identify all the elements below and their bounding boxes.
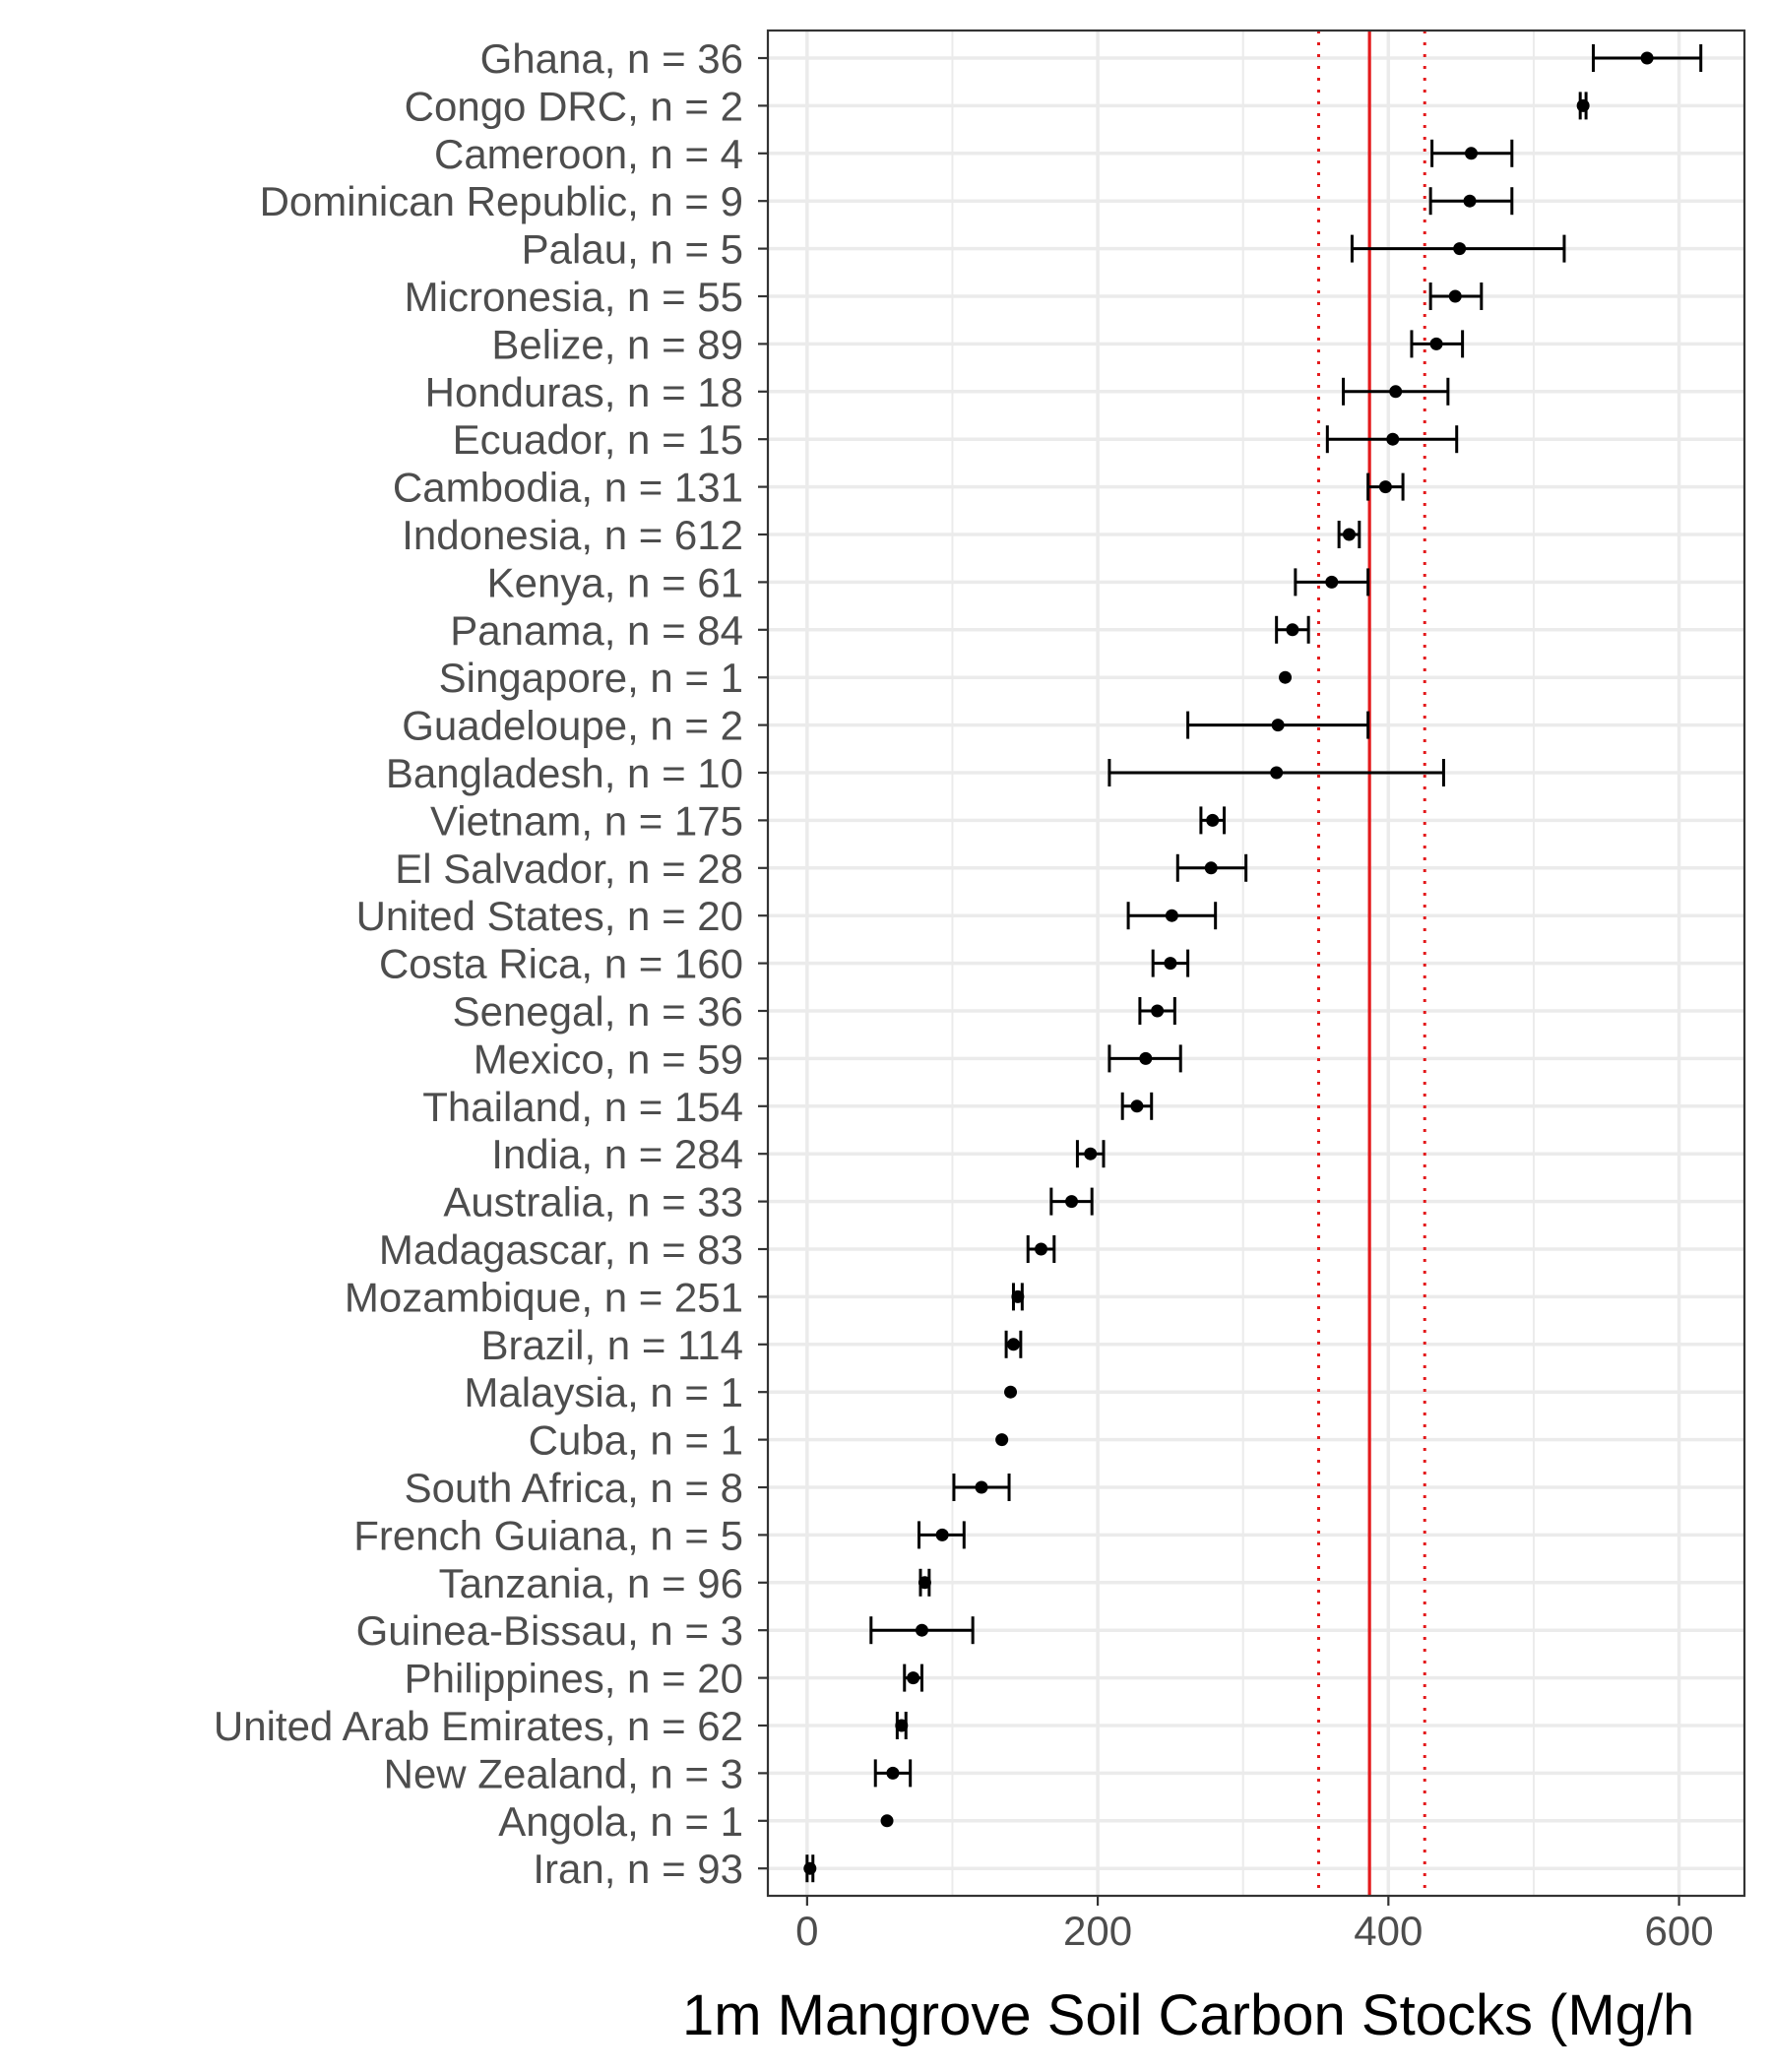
mean-point [803, 1861, 817, 1875]
y-tick-label: El Salvador, n = 28 [395, 846, 743, 892]
x-tick-label: 200 [1063, 1908, 1132, 1954]
mean-point [1151, 1004, 1165, 1018]
mean-point [1271, 719, 1285, 732]
mean-point [1640, 51, 1654, 65]
mean-point [1325, 575, 1339, 589]
x-axis-title: 1m Mangrove Soil Carbon Stocks (Mg/h [682, 1983, 1694, 2047]
y-tick-label: Cambodia, n = 131 [393, 465, 743, 511]
mean-point [880, 1814, 894, 1828]
y-tick-label: French Guiana, n = 5 [353, 1512, 743, 1558]
y-tick-label: Philippines, n = 20 [405, 1656, 743, 1702]
mean-point [895, 1719, 909, 1732]
mean-point [1453, 242, 1467, 256]
mean-point [1130, 1099, 1144, 1113]
mean-point [1204, 861, 1218, 875]
mean-point [907, 1671, 920, 1685]
mean-point [1270, 766, 1284, 780]
mean-point [1084, 1147, 1098, 1161]
y-tick-label: Costa Rica, n = 160 [379, 941, 743, 987]
x-tick-label: 600 [1645, 1908, 1714, 1954]
mean-point [1006, 1338, 1020, 1351]
mean-point [1448, 289, 1462, 303]
y-tick-label: Angola, n = 1 [498, 1798, 743, 1845]
mean-point [1065, 1195, 1079, 1209]
mean-point [918, 1576, 931, 1590]
y-tick-label: Kenya, n = 61 [487, 559, 743, 605]
y-tick-label: South Africa, n = 8 [405, 1465, 743, 1511]
mean-point [1386, 432, 1400, 446]
mean-point [1378, 480, 1392, 494]
mean-points [803, 51, 1654, 1875]
mean-point [1464, 147, 1478, 160]
mean-point [1011, 1289, 1025, 1303]
mean-point [1004, 1385, 1018, 1399]
y-tick-label: Australia, n = 33 [443, 1179, 743, 1225]
mean-point [995, 1433, 1009, 1447]
reference-lines [1316, 31, 1426, 1896]
y-tick-label: United States, n = 20 [356, 893, 743, 939]
y-tick-label: Guadeloupe, n = 2 [402, 703, 743, 749]
y-tick-label: Cameroon, n = 4 [434, 131, 743, 177]
y-tick-label: Vietnam, n = 175 [430, 797, 743, 844]
mean-point [1035, 1242, 1048, 1256]
mean-point [935, 1528, 949, 1541]
y-tick-label: Iran, n = 93 [533, 1846, 743, 1892]
mean-point [1139, 1051, 1153, 1065]
y-tick-label: New Zealand, n = 3 [384, 1750, 743, 1796]
y-tick-label: Palau, n = 5 [522, 226, 743, 273]
y-tick-label: Singapore, n = 1 [439, 655, 743, 701]
y-tick-label: India, n = 284 [491, 1131, 743, 1177]
y-tick-label: Malaysia, n = 1 [464, 1369, 743, 1415]
mean-point [1164, 957, 1177, 971]
y-tick-label: Micronesia, n = 55 [405, 274, 743, 320]
x-axis: 0 200 400 600 [795, 1896, 1714, 1954]
y-tick-label: Brazil, n = 114 [480, 1322, 743, 1368]
mean-point [975, 1480, 988, 1494]
mean-point [886, 1766, 900, 1780]
y-tick-label: Ecuador, n = 15 [453, 416, 743, 463]
mean-point [1286, 623, 1299, 637]
y-tick-label: Indonesia, n = 612 [402, 512, 743, 558]
y-tick-label: United Arab Emirates, n = 62 [214, 1703, 743, 1749]
y-tick-label: Mozambique, n = 251 [345, 1274, 743, 1320]
y-tick-label: Belize, n = 89 [491, 321, 743, 367]
mean-point [1279, 670, 1293, 684]
y-tick-label: Thailand, n = 154 [422, 1084, 743, 1130]
y-tick-label: Tanzania, n = 96 [439, 1560, 743, 1606]
y-tick-label: Dominican Republic, n = 9 [260, 178, 743, 224]
x-tick-label: 0 [795, 1908, 818, 1954]
y-tick-label: Panama, n = 84 [450, 607, 743, 654]
mean-point [1206, 813, 1220, 827]
y-tick-label: Guinea-Bissau, n = 3 [356, 1607, 743, 1654]
y-tick-label: Cuba, n = 1 [529, 1417, 743, 1464]
mean-point [915, 1623, 928, 1637]
mean-point [1342, 528, 1356, 541]
y-tick-label: Madagascar, n = 83 [379, 1226, 743, 1273]
y-tick-label: Mexico, n = 59 [474, 1036, 743, 1082]
y-tick-label: Congo DRC, n = 2 [405, 83, 743, 129]
mean-point [1576, 98, 1590, 112]
y-tick-label: Senegal, n = 36 [453, 988, 743, 1035]
y-tick-label: Bangladesh, n = 10 [386, 750, 743, 796]
mean-point [1389, 385, 1403, 399]
x-tick-label: 400 [1354, 1908, 1423, 1954]
mean-point [1463, 194, 1477, 208]
mean-point [1429, 337, 1443, 350]
y-tick-label: Honduras, n = 18 [425, 369, 743, 415]
y-tick-label: Ghana, n = 36 [480, 35, 743, 82]
mean-point [1165, 909, 1178, 922]
